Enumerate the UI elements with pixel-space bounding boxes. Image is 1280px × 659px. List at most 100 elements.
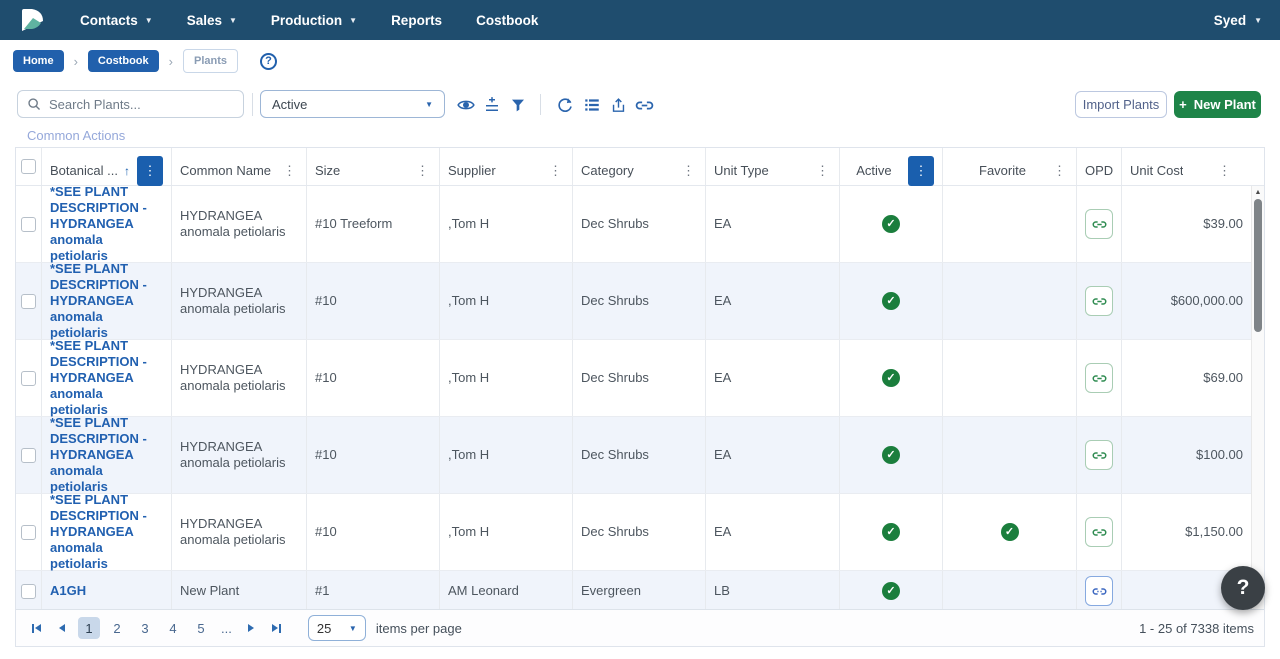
header-supplier[interactable]: Supplier ⋮ [440,148,573,185]
botanical-link[interactable]: *SEE PLANT DESCRIPTION - HYDRANGEA anoma… [50,415,147,494]
search-box [17,90,244,118]
column-menu-button[interactable]: ⋮ [549,162,562,178]
favorite-cell [943,571,1077,611]
botanical-cell: *SEE PLANT DESCRIPTION - HYDRANGEA anoma… [42,186,172,263]
filter-icon[interactable] [508,95,528,115]
nav-item-production[interactable]: Production ▼ [271,13,357,28]
more-pages-button[interactable]: ... [221,620,232,636]
common-name-cell: HYDRANGEA anomala petiolaris [172,186,307,262]
header-active[interactable]: Active ⋮ [840,148,943,186]
insert-column-icon[interactable] [482,95,502,115]
table-row[interactable]: *SEE PLANT DESCRIPTION - HYDRANGEA anoma… [16,261,1264,340]
botanical-link[interactable]: *SEE PLANT DESCRIPTION - HYDRANGEA anoma… [50,261,147,340]
row-checkbox[interactable] [21,293,36,309]
botanical-link[interactable]: *SEE PLANT DESCRIPTION - HYDRANGEA anoma… [50,492,147,571]
toolbar-divider [252,93,253,116]
export-icon[interactable] [608,95,628,115]
opd-link-button[interactable] [1085,209,1113,239]
column-menu-button[interactable]: ⋮ [907,155,934,186]
page-button-2[interactable]: 2 [113,620,121,636]
scroll-up-icon[interactable]: ▲ [1254,189,1262,196]
common-name-cell: HYDRANGEA anomala petiolaris [172,494,307,570]
items-per-page-select[interactable]: 25 ▼ [307,615,366,641]
category-value: Dec Shrubs [581,216,649,231]
column-menu-button[interactable]: ⋮ [682,162,695,178]
table-row[interactable]: *SEE PLANT DESCRIPTION - HYDRANGEA anoma… [16,186,1264,263]
next-page-button[interactable] [238,616,264,640]
header-common-name[interactable]: Common Name ⋮ [172,148,307,185]
opd-link-button[interactable] [1085,440,1113,470]
nav-item-costbook[interactable]: Costbook [476,13,538,28]
scrollbar-thumb[interactable] [1254,199,1262,332]
select-all-checkbox[interactable] [21,159,36,174]
table-row[interactable]: *SEE PLANT DESCRIPTION - HYDRANGEA anoma… [16,338,1264,417]
column-menu-button[interactable]: ⋮ [1053,162,1066,178]
refresh-icon[interactable] [555,95,575,115]
common-name-cell: HYDRANGEA anomala petiolaris [172,340,307,416]
table-row[interactable]: *SEE PLANT DESCRIPTION - HYDRANGEA anoma… [16,492,1264,571]
supplier-cell: ,Tom H [440,263,573,339]
size-cell: #10 Treeform [307,186,440,262]
last-page-button[interactable] [264,616,290,640]
vertical-scrollbar[interactable]: ▲ [1251,186,1264,611]
row-checkbox[interactable] [21,583,36,599]
nav-item-contacts[interactable]: Contacts ▼ [80,13,153,28]
opd-link-button[interactable] [1085,517,1113,547]
size-value: #10 Treeform [315,216,393,231]
page-button-4[interactable]: 4 [169,620,177,636]
breadcrumb-home[interactable]: Home [13,50,64,72]
header-opd[interactable]: OPD [1077,148,1122,185]
column-menu-button[interactable]: ⋮ [137,155,163,186]
header-size[interactable]: Size ⋮ [307,148,440,185]
column-menu-button[interactable]: ⋮ [1218,162,1231,178]
table-row[interactable]: A1GH New Plant #1 AM Leonard Evergreen L… [16,571,1264,611]
row-checkbox[interactable] [21,447,36,463]
link-icon[interactable] [634,95,654,115]
row-checkbox[interactable] [21,370,36,386]
opd-link-button[interactable] [1085,363,1113,393]
column-menu-button[interactable]: ⋮ [816,162,829,178]
page-button-1[interactable]: 1 [78,617,100,639]
header-botanical[interactable]: Botanical ... ↑ ⋮ [42,148,172,186]
help-icon[interactable]: ? [260,52,277,70]
column-menu-button[interactable]: ⋮ [283,162,296,178]
search-input[interactable] [49,96,219,112]
botanical-link[interactable]: *SEE PLANT DESCRIPTION - HYDRANGEA anoma… [50,186,147,263]
nav-item-reports[interactable]: Reports [391,13,442,28]
opd-link-button[interactable] [1085,286,1113,316]
breadcrumb-costbook[interactable]: Costbook [87,50,159,72]
app-logo[interactable] [18,6,46,34]
list-view-icon[interactable] [582,95,602,115]
row-checkbox-cell [16,263,42,339]
breadcrumb-plants[interactable]: Plants [182,49,238,73]
table-row[interactable]: *SEE PLANT DESCRIPTION - HYDRANGEA anoma… [16,415,1264,494]
opd-unlink-button[interactable] [1085,576,1113,606]
common-actions-link[interactable]: Common Actions [27,128,126,143]
import-plants-button[interactable]: Import Plants [1075,91,1167,118]
column-label: Size [315,163,341,178]
page-button-5[interactable]: 5 [197,620,205,636]
status-filter-select[interactable]: Active ▼ [260,90,445,118]
visibility-icon[interactable] [456,95,476,115]
common-name-cell: New Plant [172,571,307,611]
row-checkbox[interactable] [21,524,36,540]
header-favorite[interactable]: Favorite ⋮ [943,148,1077,185]
previous-page-button[interactable] [49,616,75,640]
header-category[interactable]: Category ⋮ [573,148,706,185]
botanical-link[interactable]: *SEE PLANT DESCRIPTION - HYDRANGEA anoma… [50,338,147,417]
unit-type-cell: LB [706,571,840,611]
user-menu[interactable]: Syed ▼ [1214,13,1262,28]
row-checkbox[interactable] [21,216,36,232]
opd-cell [1077,571,1122,611]
first-page-button[interactable] [23,616,49,640]
nav-item-sales[interactable]: Sales ▼ [187,13,237,28]
new-plant-button[interactable]: + New Plant [1174,91,1261,118]
botanical-link[interactable]: A1GH [50,583,87,598]
header-unit-type[interactable]: Unit Type ⋮ [706,148,840,185]
page-button-3[interactable]: 3 [141,620,149,636]
floating-help-button[interactable]: ? [1221,566,1265,610]
column-menu-button[interactable]: ⋮ [416,162,429,178]
header-unit-cost[interactable]: Unit Cost ⋮ [1122,148,1253,185]
favorite-cell: ✓ [943,494,1077,570]
unit-type-cell: EA [706,263,840,339]
